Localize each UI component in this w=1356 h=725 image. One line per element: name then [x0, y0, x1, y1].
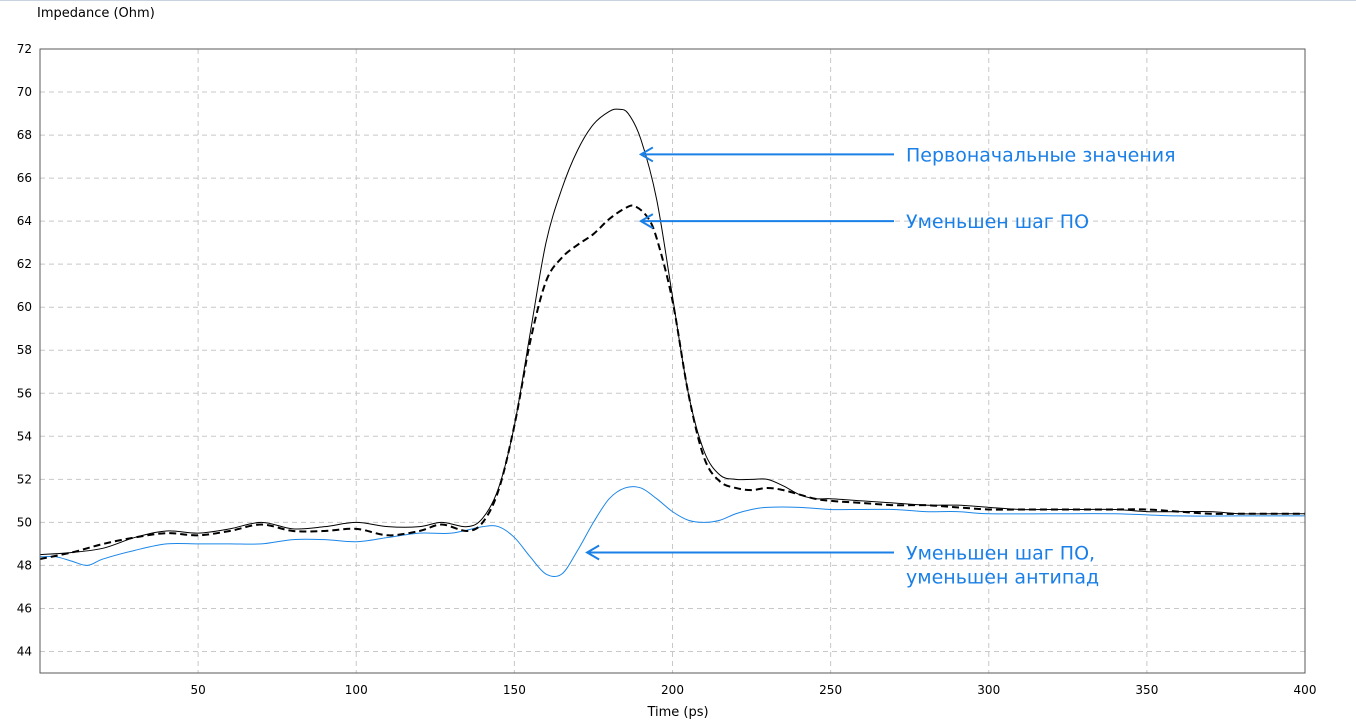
x-tick-label: 50: [190, 683, 205, 697]
annotation-label: уменьшен антипад: [906, 567, 1099, 589]
series-line-blue: [39, 486, 1305, 578]
annotation-arrow-head: [638, 213, 654, 230]
y-tick-label: 50: [17, 515, 32, 529]
x-tick-label: 400: [1294, 683, 1317, 697]
y-tick-label: 66: [17, 171, 32, 185]
y-tick-label: 56: [17, 386, 32, 400]
y-tick-label: 58: [17, 343, 32, 357]
x-axis-label: Time (ps): [647, 705, 709, 720]
series-line-dashed-black: [39, 204, 1305, 560]
annotation-label: Уменьшен шаг ПО,: [906, 543, 1095, 565]
y-tick-label: 64: [17, 214, 32, 228]
y-tick-label: 60: [17, 300, 32, 314]
y-tick-label: 54: [17, 429, 32, 443]
annotation-arrow-head: [638, 146, 654, 163]
y-tick-label: 70: [17, 85, 32, 99]
grid-layer: [40, 49, 1305, 673]
y-axis-label: Impedance (Ohm): [37, 6, 155, 21]
y-tick-label: 72: [17, 42, 32, 56]
x-tick-label: 350: [1135, 683, 1158, 697]
x-tick-label: 300: [977, 683, 1000, 697]
x-tick-label: 250: [819, 683, 842, 697]
annotation-label: Первоначальные значения: [906, 144, 1176, 166]
x-tick-label: 150: [503, 683, 526, 697]
y-tick-label: 62: [17, 257, 32, 271]
annotation-arrow-head: [585, 544, 600, 561]
annotation-label: Уменьшен шаг ПО: [906, 211, 1089, 233]
y-tick-label: 44: [17, 644, 32, 658]
window-top-border: [0, 0, 1356, 1]
series-layer: [39, 108, 1305, 578]
y-tick-label: 46: [17, 601, 32, 615]
x-tick-label: 100: [345, 683, 368, 697]
y-tick-label: 48: [17, 558, 32, 572]
plot-frame: [39, 48, 1306, 674]
x-tick-label: 200: [661, 683, 684, 697]
y-tick-label: 68: [17, 128, 32, 142]
tick-label-layer: 50 100 150 200 250 300 350 400 44 46 48 50 52 54 56 58 6…: [17, 42, 1317, 697]
annotation-layer: Первоначальные значения Уменьшен шаг ПО Ум…: [585, 144, 1176, 589]
y-tick-label: 52: [17, 472, 32, 486]
